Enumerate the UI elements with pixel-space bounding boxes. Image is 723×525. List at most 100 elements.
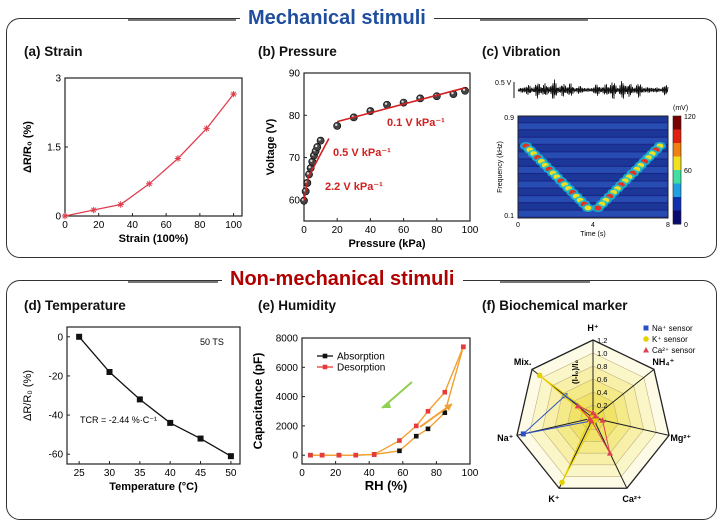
y-tick-label: 70 <box>289 153 301 164</box>
data-point-highlight <box>418 96 421 99</box>
legend-marker <box>322 364 328 370</box>
fit-line <box>307 138 330 178</box>
data-point <box>197 435 204 442</box>
y-axis-label: Capacitance (pF) <box>251 353 265 450</box>
mechanical-section-title: Mechanical stimuli <box>240 7 434 30</box>
data-point-highlight <box>315 144 318 148</box>
radar-axis-label: K⁺ <box>548 494 559 504</box>
x-tick-label: 100 <box>462 225 479 236</box>
y-axis-label: Voltage (V) <box>265 118 277 175</box>
data-point <box>76 333 83 340</box>
data-point-highlight <box>384 102 388 105</box>
x-tick-label: 0 <box>516 222 520 229</box>
data-point-marker <box>146 180 153 187</box>
colorbar-segment <box>673 156 681 171</box>
vibration-waveform <box>517 79 669 100</box>
data-point <box>319 452 325 458</box>
spectrogram-peak <box>594 205 602 211</box>
y-tick-label: 6000 <box>276 363 299 374</box>
x-axis-label: Temperature (°C) <box>109 481 198 493</box>
panel-label-pressure: (b) Pressure <box>258 44 337 59</box>
spectrogram-frame <box>517 115 669 219</box>
radar-spoke <box>592 417 670 436</box>
panel-label-humidity: (e) Humidity <box>258 298 337 313</box>
x-axis-label: Time (s) <box>580 231 605 238</box>
x-tick-label: 25 <box>74 468 86 479</box>
x-tick-label: 8 <box>666 222 670 229</box>
spectrogram-band <box>518 174 668 181</box>
legend-label: Absorption <box>337 352 385 363</box>
data-point <box>353 452 359 458</box>
panel-label-strain: (a) Strain <box>24 44 83 59</box>
data-point-marker <box>117 201 124 208</box>
x-tick-label: 100 <box>462 468 479 479</box>
x-tick-label: 60 <box>397 468 409 479</box>
y-tick-label: 3 <box>55 74 61 85</box>
data-point-highlight <box>318 138 321 141</box>
colorbar-segment <box>673 143 681 157</box>
panel-label-vibration: (c) Vibration <box>482 44 561 59</box>
legend-marker <box>643 336 649 342</box>
colorbar-segment <box>673 210 681 225</box>
x-axis-label: Pressure (kPa) <box>348 238 425 250</box>
data-point-highlight <box>451 91 454 95</box>
x-tick-label: 20 <box>330 468 342 479</box>
plot-frame <box>303 72 471 222</box>
y-tick-label: -20 <box>49 371 64 382</box>
data-point <box>442 389 448 395</box>
radar-tick-label: 1.0 <box>597 349 607 358</box>
data-point <box>460 344 466 350</box>
legend-label: Na⁺ sensor <box>652 324 693 333</box>
spectrogram-band <box>518 116 668 122</box>
data-point <box>371 452 377 457</box>
y-tick-label: 0.9 <box>504 115 514 122</box>
data-point <box>442 410 448 416</box>
data-point-marker <box>174 155 182 162</box>
spectrogram-band <box>518 181 668 188</box>
x-tick-label: 4 <box>591 222 595 229</box>
sensitivity-annotation: 0.1 V kPa⁻¹ <box>387 117 445 129</box>
radar-tick-label: 0.4 <box>597 388 607 397</box>
radar-axis-label: Ca²⁺ <box>622 494 642 504</box>
spectrogram-band <box>518 167 668 173</box>
mechanical-title-line-left <box>128 19 236 21</box>
y-tick-label: 4000 <box>276 392 299 403</box>
sample-annotation: 50 TS <box>200 337 224 347</box>
data-point-highlight <box>368 108 371 112</box>
sensitivity-annotation: 0.5 V kPa⁻¹ <box>333 147 391 159</box>
plot-frame <box>66 326 241 465</box>
x-tick-label: 20 <box>332 225 344 236</box>
x-tick-label: 40 <box>165 468 177 479</box>
y-tick-label: 8000 <box>276 334 299 345</box>
colorbar-segment <box>673 183 681 198</box>
x-tick-label: 30 <box>104 468 116 479</box>
radar-tick-label: 1.2 <box>597 336 607 345</box>
x-tick-label: 80 <box>431 225 443 236</box>
data-point <box>425 408 431 414</box>
x-tick-label: 60 <box>161 220 173 231</box>
radar-axis-label: H⁺ <box>587 323 598 333</box>
desorption-arrowhead <box>382 401 391 408</box>
colorbar-frame <box>672 115 682 225</box>
colorbar-segment <box>673 197 681 211</box>
radar-point <box>606 450 613 456</box>
legend-marker <box>643 347 649 353</box>
y-tick-label: -60 <box>49 450 64 461</box>
colorbar-segment <box>673 129 681 144</box>
x-tick-label: 40 <box>364 468 376 479</box>
data-point-highlight <box>310 159 313 162</box>
colorbar-tick-label: 60 <box>684 168 692 175</box>
data-point-highlight <box>401 100 404 103</box>
radar-axis-label: NH₄⁺ <box>652 357 674 367</box>
y-tick-label: -40 <box>49 411 64 422</box>
plot-frame <box>301 337 471 465</box>
x-tick-label: 50 <box>225 468 237 479</box>
y-tick-label: 80 <box>289 111 301 122</box>
y-axis-label: Frequency (kHz) <box>497 141 504 193</box>
data-point <box>227 453 234 460</box>
radar-tick-label: 0.6 <box>597 375 607 384</box>
x-tick-label: 80 <box>431 468 443 479</box>
